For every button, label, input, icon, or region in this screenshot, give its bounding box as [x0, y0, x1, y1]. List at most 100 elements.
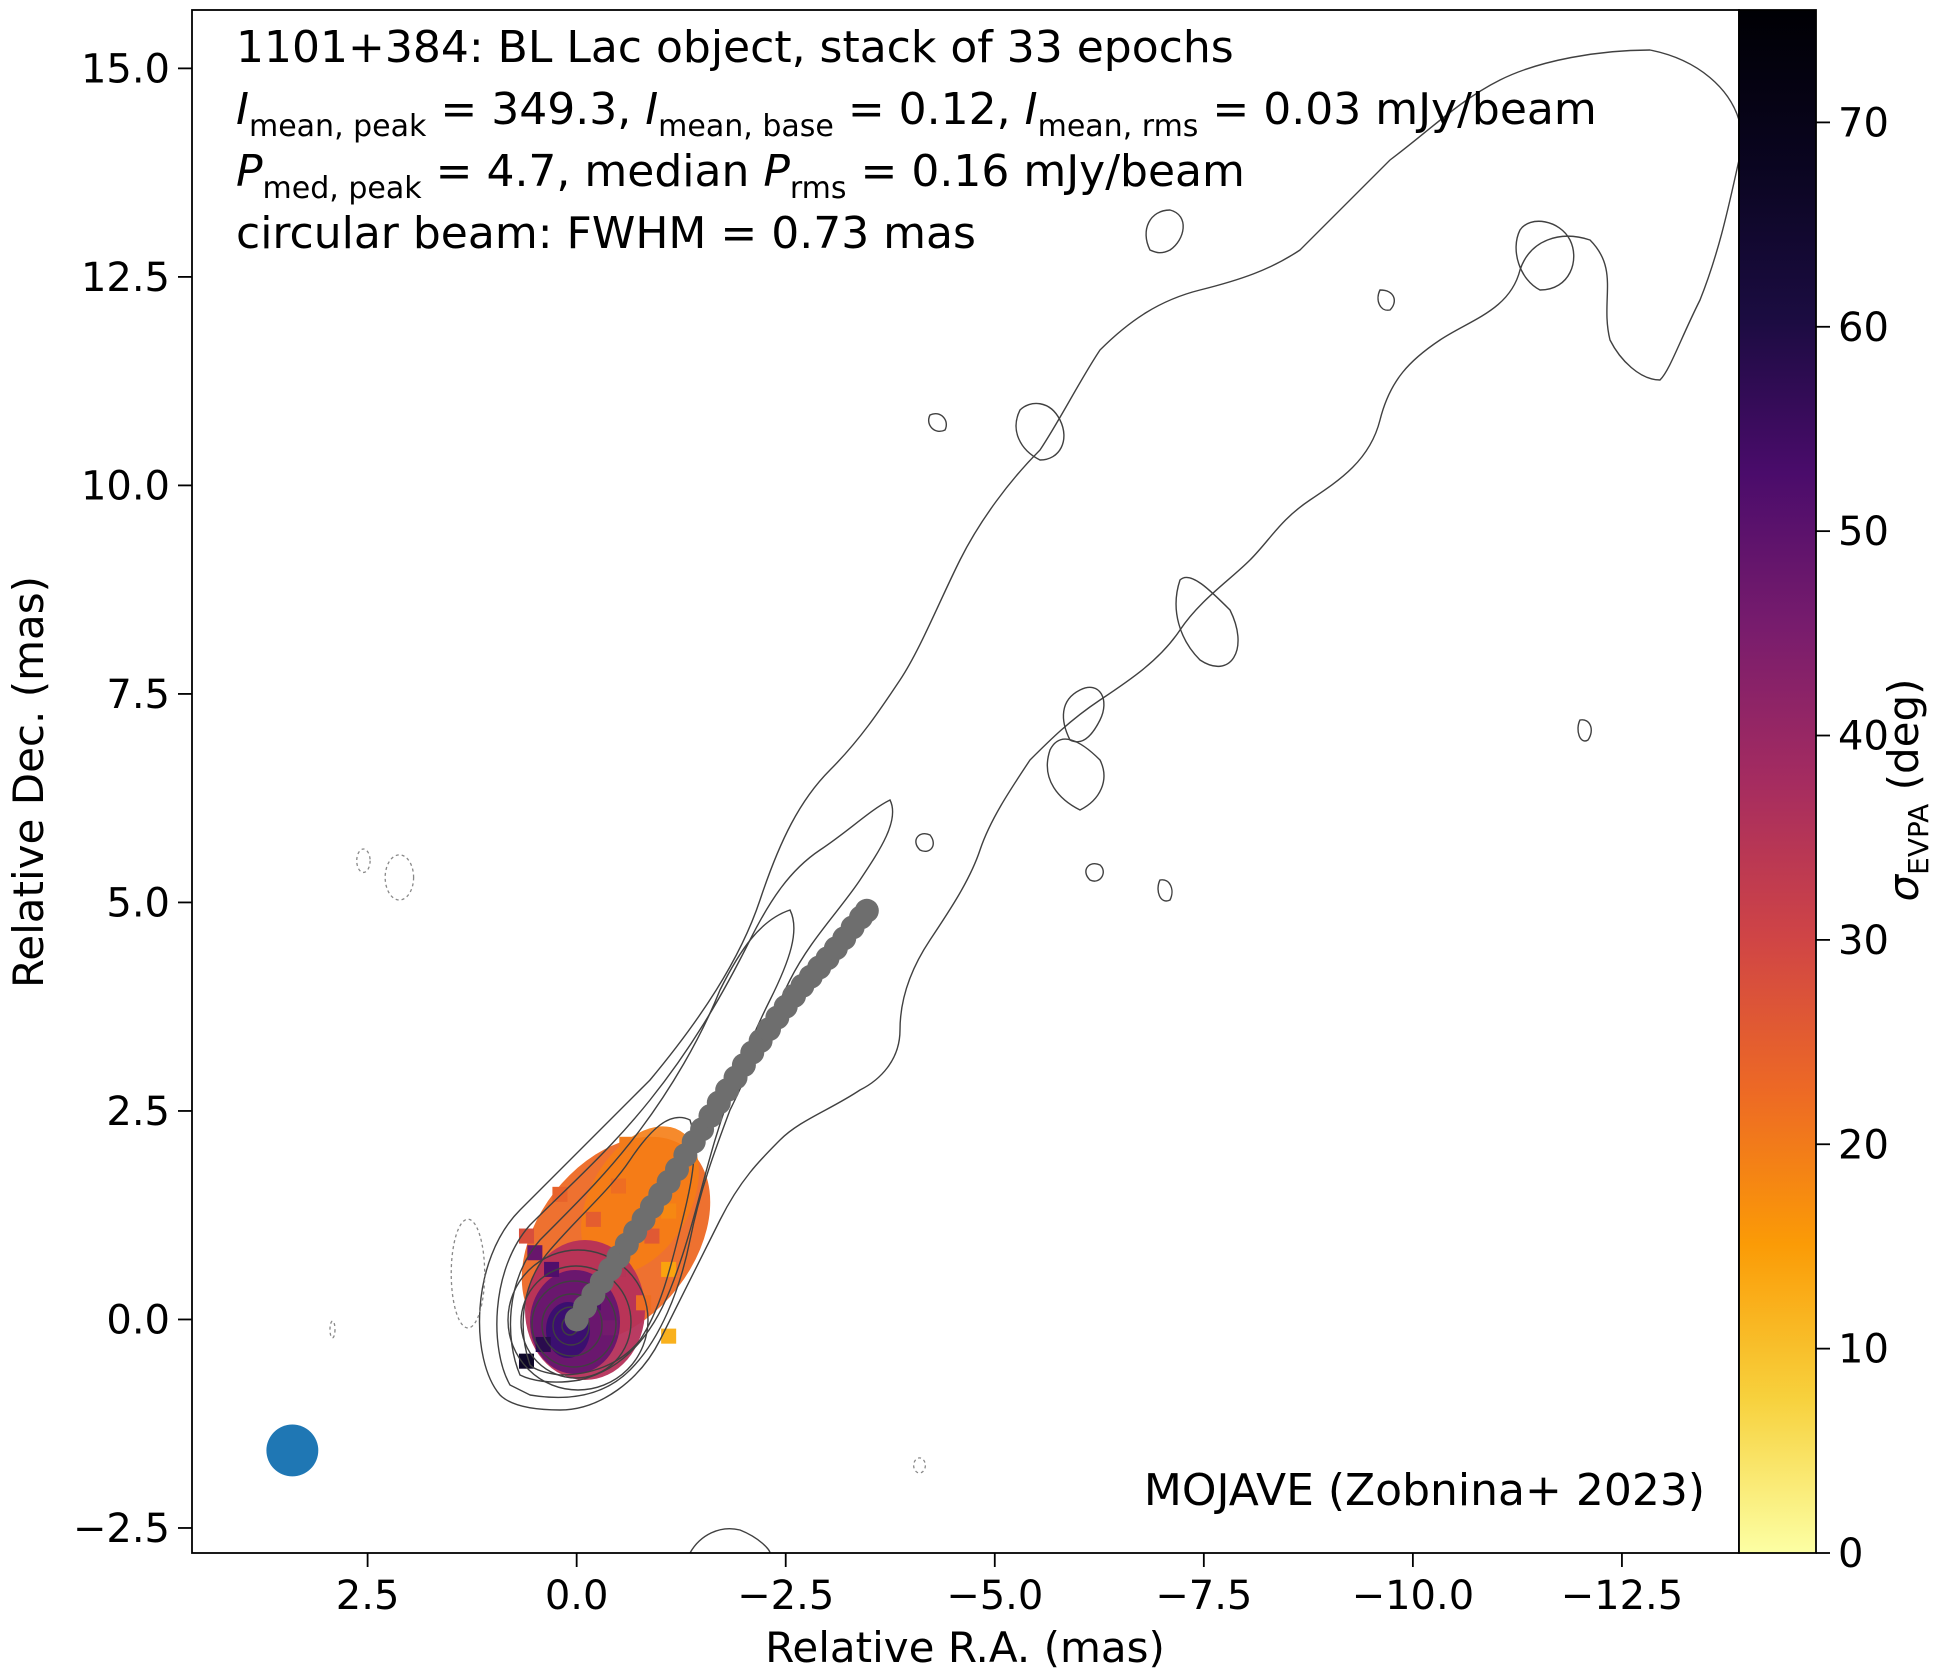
colorbar-tick-label: 70 [1838, 100, 1889, 146]
colorbar-tick-label: 0 [1838, 1531, 1863, 1577]
contour-jet-3 [509, 909, 795, 1383]
sigma-evpa-cell [661, 1261, 677, 1277]
y-tick-label: 0.0 [106, 1297, 170, 1343]
negative-contour [450, 1218, 486, 1329]
annotation-line: circular beam: FWHM = 0.73 mas [236, 208, 976, 259]
annotation-text: 1101+384: BL Lac object, stack of 33 epo… [236, 22, 1597, 259]
contour-island-7 [1085, 863, 1104, 882]
annotation-segment: mean, peak [249, 109, 427, 144]
annotation-segment: = 0.16 mJy/beam [847, 146, 1245, 197]
annotation-segment: P [763, 146, 790, 197]
x-axis: 2.5 0.0 −2.5 −5.0 −7.5 −10.0 −12.5 [336, 1553, 1683, 1619]
plot-area [266, 49, 1739, 1553]
y-tick-label: 5.0 [106, 880, 170, 926]
contour-core-4 [541, 1293, 603, 1357]
y-tick-label: −2.5 [73, 1506, 170, 1552]
annotation-segment: I [1025, 84, 1038, 135]
colorbar-label-symbol: σ [1879, 874, 1928, 902]
annotation-line: 1101+384: BL Lac object, stack of 33 epo… [236, 22, 1234, 73]
sigma-evpa-cell [619, 1136, 635, 1152]
beam-marker [266, 1424, 319, 1477]
contour-island-9 [1577, 719, 1592, 742]
colorbar-label-units: (deg) [1879, 678, 1928, 803]
y-tick-label: 10.0 [81, 463, 170, 509]
y-tick-label: 12.5 [81, 255, 170, 301]
x-tick-label: −5.0 [946, 1573, 1043, 1619]
colorbar-tick-label: 50 [1838, 509, 1889, 555]
annotation-segment: P [236, 146, 263, 197]
sigma-evpa-cell [552, 1186, 568, 1202]
ridgeline [564, 898, 879, 1332]
ridgeline-point [854, 898, 879, 923]
credit-text: MOJAVE (Zobnina+ 2023) [1144, 1465, 1705, 1516]
annotation-segment: I [236, 84, 249, 135]
contour-island-1 [1175, 576, 1239, 667]
contour-core-5 [552, 1306, 590, 1346]
x-tick-label: −12.5 [1561, 1573, 1684, 1619]
annotation-segment: mean, base [658, 109, 834, 144]
colorbar-tick-label: 60 [1838, 305, 1889, 351]
contour-island-10 [1377, 289, 1396, 311]
colorbar-tick-label: 30 [1838, 918, 1889, 964]
contour-core-1 [507, 1249, 649, 1391]
annotation-segment: = 349.3, [426, 84, 645, 135]
negative-contour [356, 848, 371, 874]
colorbar-tick-label: 10 [1838, 1327, 1889, 1373]
annotation-segment: 1101+384: BL Lac object, stack of 33 epo… [236, 22, 1234, 73]
annotation-segment: med, peak [263, 171, 423, 206]
annotation-segment: circular beam: FWHM = 0.73 mas [236, 208, 976, 259]
x-tick-label: −7.5 [1155, 1573, 1252, 1619]
contour-island-11 [1157, 879, 1173, 902]
colorbar-tick-label: 40 [1838, 714, 1889, 760]
x-tick-label: 2.5 [336, 1573, 400, 1619]
y-axis: −2.5 0.0 2.5 5.0 7.5 10.0 12.5 15.0 [73, 46, 192, 1552]
sigma-evpa-cell [661, 1203, 677, 1219]
annotation-segment: rms [790, 171, 847, 206]
contour-island-5 [1515, 220, 1575, 291]
y-tick-label: 2.5 [106, 1089, 170, 1135]
colorbar-tick-label: 20 [1838, 1122, 1889, 1168]
contour-island-12 [928, 413, 947, 432]
contour-island-3 [1062, 686, 1105, 743]
annotation-segment: mean, rms [1038, 109, 1199, 144]
annotation-line: Imean, peak = 349.3, Imean, base = 0.12,… [236, 84, 1597, 144]
x-axis-label: Relative R.A. (mas) [765, 1623, 1165, 1672]
sigma-evpa-cell [518, 1228, 535, 1244]
negative-contours [329, 848, 927, 1474]
x-tick-label: 0.0 [545, 1573, 609, 1619]
annotation-line: Pmed, peak = 4.7, median Prms = 0.16 mJy… [236, 146, 1245, 206]
sigma-evpa-cell [585, 1211, 601, 1227]
contour-jet-2 [496, 799, 894, 1399]
colorbar-gradient [1739, 10, 1816, 1553]
negative-contour [384, 854, 415, 901]
sigma-evpa-cell [602, 1320, 618, 1336]
negative-contour [913, 1457, 927, 1474]
sigma-evpa-cell [661, 1328, 677, 1344]
negative-contour [329, 1320, 336, 1339]
colorbar-label: σEVPA (deg) [1879, 678, 1935, 901]
contour-island-8 [915, 833, 934, 852]
annotation-segment: = 0.12, [834, 84, 1025, 135]
contour-core-3 [531, 1280, 617, 1368]
sigma-evpa-cell [610, 1178, 626, 1194]
annotation-segment: = 4.7, median [422, 146, 764, 197]
colorbar-label-sub: EVPA [1902, 804, 1935, 875]
y-axis-label: Relative Dec. (mas) [4, 576, 53, 988]
contour-bottom [689, 1528, 771, 1553]
contour-island-4 [1145, 209, 1184, 254]
colorbar-frame [1738, 9, 1817, 1554]
y-tick-label: 15.0 [81, 46, 170, 92]
colorbar-ticks: 0 10 20 30 40 50 60 70 [1816, 100, 1889, 1577]
colorbar: 0 10 20 30 40 50 60 70 σEVPA (deg) [1738, 9, 1935, 1577]
annotation-segment: = 0.03 mJy/beam [1198, 84, 1596, 135]
contour-core-2 [520, 1265, 632, 1379]
contour-jet-outer [478, 49, 1739, 1411]
sigma-evpa-cell [527, 1245, 543, 1261]
contour-island-2 [1046, 738, 1105, 811]
intensity-contours [478, 49, 1739, 1553]
sigma-evpa-cell [644, 1228, 660, 1244]
x-tick-label: −2.5 [737, 1573, 834, 1619]
contour-island-6 [1015, 402, 1065, 461]
x-tick-label: −10.0 [1352, 1573, 1475, 1619]
